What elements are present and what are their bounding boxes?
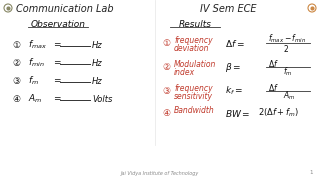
Text: $BW =$: $BW =$ <box>225 107 251 118</box>
Text: Hz: Hz <box>92 58 103 68</box>
Text: $\beta =$: $\beta =$ <box>225 60 241 73</box>
Text: $2$: $2$ <box>283 42 289 53</box>
Text: frequency: frequency <box>174 84 212 93</box>
Text: $\Delta f =$: $\Delta f =$ <box>225 37 245 48</box>
Text: Jai Vidya Institute of Technology: Jai Vidya Institute of Technology <box>121 170 199 175</box>
Text: $f_m$: $f_m$ <box>283 66 292 78</box>
Text: $A_m$: $A_m$ <box>28 93 43 105</box>
Text: Volts: Volts <box>92 94 112 103</box>
Text: 1: 1 <box>309 170 313 175</box>
Text: $\Delta f$: $\Delta f$ <box>268 82 279 93</box>
Text: Hz: Hz <box>92 40 103 50</box>
Text: $2(\Delta f + f_m)$: $2(\Delta f + f_m)$ <box>258 107 299 119</box>
Text: $A_m$: $A_m$ <box>283 90 295 102</box>
Text: =: = <box>53 58 60 68</box>
Text: ④: ④ <box>12 94 20 103</box>
Text: frequency: frequency <box>174 35 212 44</box>
Text: ③: ③ <box>12 76 20 86</box>
Text: ②: ② <box>12 58 20 68</box>
Text: =: = <box>53 40 60 50</box>
Text: Observation: Observation <box>30 19 85 28</box>
Text: =: = <box>53 76 60 86</box>
Text: Modulation: Modulation <box>174 60 216 69</box>
Text: sensitivity: sensitivity <box>174 91 213 100</box>
Text: $k_f =$: $k_f =$ <box>225 85 243 97</box>
Text: ①: ① <box>12 40 20 50</box>
Text: deviation: deviation <box>174 44 210 53</box>
Text: Results: Results <box>179 19 212 28</box>
Text: index: index <box>174 68 195 76</box>
Text: $f_{max} - f_{min}$: $f_{max} - f_{min}$ <box>268 33 306 45</box>
Text: $\Delta f$: $\Delta f$ <box>268 57 279 69</box>
Text: =: = <box>53 94 60 103</box>
Text: Bandwidth: Bandwidth <box>174 105 215 114</box>
Text: Hz: Hz <box>92 76 103 86</box>
Text: $f_m$: $f_m$ <box>28 75 39 87</box>
Text: IV Sem ECE: IV Sem ECE <box>200 4 257 14</box>
Text: $f_{max}$: $f_{max}$ <box>28 39 47 51</box>
Text: $f_{min}$: $f_{min}$ <box>28 57 45 69</box>
Text: ③: ③ <box>162 87 170 96</box>
Text: ①: ① <box>162 39 170 48</box>
Text: ②: ② <box>162 62 170 71</box>
Text: ④: ④ <box>162 109 170 118</box>
Text: Communication Lab: Communication Lab <box>16 4 114 14</box>
